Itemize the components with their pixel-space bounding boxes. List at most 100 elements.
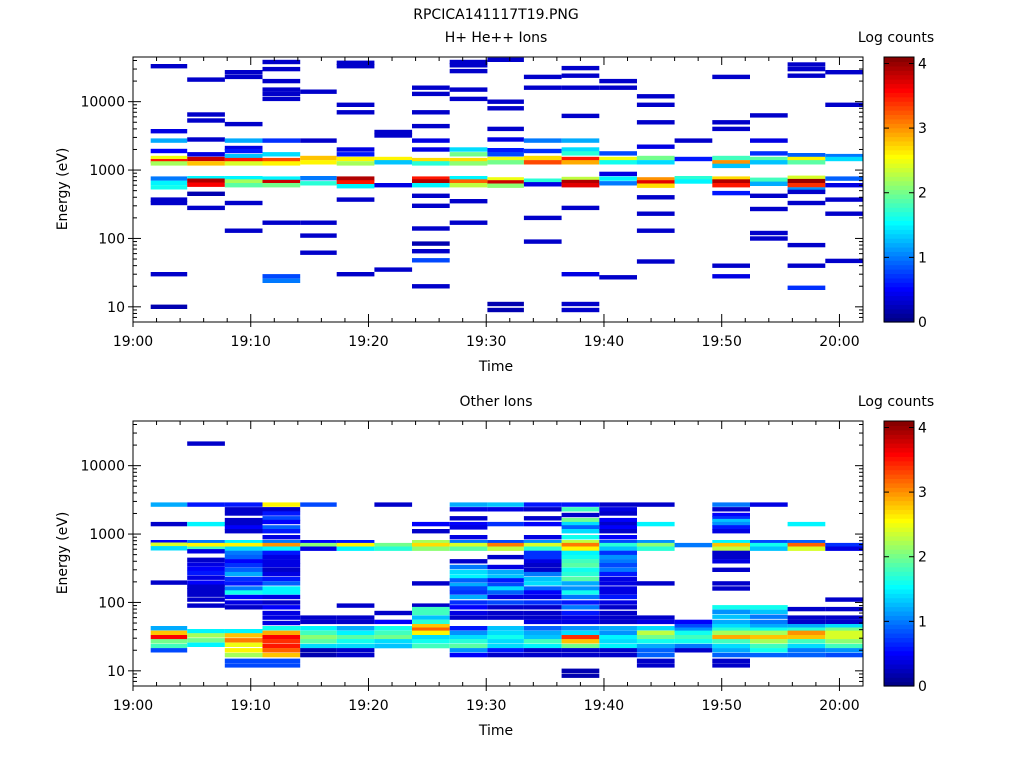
- colorbar-swatch: [884, 443, 914, 449]
- heatmap-cell: [599, 542, 637, 548]
- heatmap-cell: [412, 193, 450, 198]
- heatmap-cell: [449, 600, 488, 605]
- heatmap-cell: [150, 546, 188, 551]
- heatmap-cell: [787, 648, 826, 653]
- heatmap-cell: [787, 62, 826, 67]
- heatmap-cell: [561, 643, 600, 649]
- heatmap-cell: [262, 78, 301, 84]
- heatmap-cell: [487, 586, 524, 591]
- colorbar-swatch: [884, 127, 914, 133]
- heatmap-cell: [187, 638, 225, 643]
- colorbar-swatch: [884, 233, 914, 239]
- heatmap-cell: [487, 521, 524, 527]
- heatmap-cell: [224, 648, 263, 653]
- heatmap-cell: [599, 615, 637, 620]
- heatmap-cell: [374, 619, 413, 625]
- heatmap-cell: [300, 619, 337, 625]
- heatmap-cell: [187, 562, 225, 567]
- heatmap-cell: [750, 502, 788, 507]
- heatmap-cell: [412, 627, 450, 632]
- heatmap-cell: [787, 242, 826, 248]
- heatmap-cell: [224, 529, 263, 534]
- heatmap-cell: [523, 630, 562, 635]
- heatmap-cell: [262, 274, 301, 279]
- heatmap-cell: [374, 542, 413, 548]
- heatmap-cell: [636, 652, 675, 658]
- heatmap-cell: [412, 179, 450, 184]
- heatmap-cell: [300, 138, 337, 143]
- heatmap-cell: [561, 502, 600, 507]
- heatmap-cell: [224, 658, 263, 663]
- heatmap-cell: [150, 521, 188, 527]
- heatmap-cell: [712, 521, 750, 527]
- y-axis-ticks: 10 100 1000 10000: [80, 59, 863, 323]
- heatmap-cell: [449, 525, 488, 530]
- colorbar-swatch: [884, 518, 914, 524]
- heatmap-cell: [449, 578, 488, 583]
- heatmap-cell: [523, 559, 562, 564]
- heatmap-cell: [262, 507, 301, 512]
- heatmap-cell: [300, 155, 337, 161]
- colorbar-swatch: [884, 101, 914, 107]
- heatmap-cell: [825, 606, 863, 612]
- colorbar-swatch: [884, 504, 914, 510]
- colorbar-swatch: [884, 57, 914, 63]
- colorbar-swatch: [884, 659, 914, 665]
- heatmap-cell: [374, 129, 413, 135]
- heatmap-cell: [336, 615, 375, 620]
- heatmap-cell: [187, 156, 225, 162]
- heatmap-cell: [449, 564, 488, 570]
- heatmap-cell: [449, 535, 488, 540]
- heatmap-cell: [599, 605, 637, 610]
- heatmap-cell: [187, 441, 225, 446]
- heatmap-cell: [787, 200, 826, 206]
- heatmap-cell: [449, 542, 488, 548]
- heatmap-cell: [224, 121, 263, 127]
- heatmap-cell: [187, 557, 225, 562]
- colorbar-swatch: [884, 110, 914, 116]
- heatmap-cell: [224, 153, 263, 159]
- heatmap-cell: [636, 546, 675, 551]
- heatmap-cell: [300, 160, 337, 165]
- heatmap-cell: [187, 597, 225, 602]
- heatmap-cell: [449, 176, 488, 181]
- heatmap-cell: [150, 197, 188, 202]
- colorbar-swatch: [884, 429, 914, 435]
- heatmap-cell: [787, 542, 826, 548]
- heatmap-cell: [187, 629, 225, 634]
- heatmap-cell: [262, 658, 301, 663]
- heatmap-cell: [487, 540, 524, 545]
- heatmap-cell: [449, 626, 488, 631]
- heatmap-cell: [636, 195, 675, 200]
- heatmap-cell: [262, 590, 301, 595]
- colorbar-swatch: [884, 496, 914, 502]
- heatmap-cell: [412, 226, 450, 231]
- heatmap-cell: [523, 563, 562, 568]
- heatmap-cell: [599, 151, 637, 156]
- heatmap-cell: [412, 610, 450, 616]
- colorbar-swatch: [884, 580, 914, 586]
- colorbar-swatch: [884, 96, 914, 102]
- x-tick-label: 19:10: [231, 698, 271, 714]
- heatmap-cell: [561, 605, 600, 610]
- heatmap-cell: [636, 581, 675, 586]
- heatmap-cell: [599, 507, 637, 512]
- heatmap-cell: [187, 178, 225, 183]
- heatmap-cell: [150, 580, 188, 585]
- heatmap-cell: [599, 630, 637, 635]
- heatmap-cell: [825, 627, 863, 632]
- colorbar-swatch: [884, 588, 914, 594]
- heatmap-cell: [750, 113, 788, 118]
- heatmap-cell: [262, 635, 301, 640]
- x-tick-label: 20:00: [819, 334, 859, 350]
- colorbar-swatch: [884, 171, 914, 177]
- heatmap-cell: [636, 94, 675, 99]
- heatmap-cell: [150, 542, 188, 547]
- heatmap-cell: [561, 535, 600, 540]
- heatmap-cell: [412, 161, 450, 166]
- heatmap-cell: [561, 205, 600, 211]
- heatmap-cell: [636, 643, 675, 649]
- heatmap-cell: [523, 635, 562, 640]
- heatmap-cell: [599, 176, 637, 181]
- colorbar-swatch: [884, 456, 914, 462]
